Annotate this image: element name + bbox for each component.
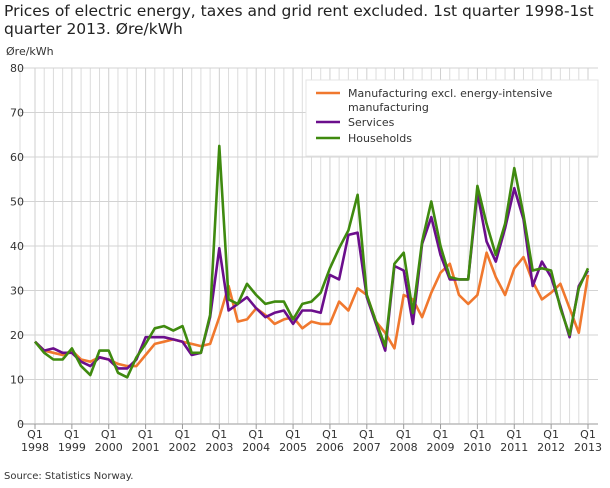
x-tick-label: Q1 2007 — [353, 428, 381, 454]
x-tick-label: Q1 2009 — [427, 428, 455, 454]
y-tick-label: 0 — [17, 418, 24, 431]
y-tick-label: 30 — [10, 285, 24, 298]
x-tick-label: Q1 2000 — [95, 428, 123, 454]
legend-label: Households — [348, 132, 412, 145]
y-tick-label: 80 — [10, 62, 24, 75]
series-line-households — [33, 144, 590, 379]
y-tick-label: 40 — [10, 240, 24, 253]
y-tick-label: 20 — [10, 329, 24, 342]
x-tick-label: Q1 2001 — [132, 428, 160, 454]
x-tick-label: Q1 2013 — [574, 428, 602, 454]
y-tick-label: 10 — [10, 374, 24, 387]
x-tick-label: Q1 2010 — [463, 428, 491, 454]
x-tick-label: Q1 1998 — [21, 428, 49, 454]
x-tick-label: Q1 2011 — [500, 428, 528, 454]
source-note: Source: Statistics Norway. — [4, 471, 134, 482]
y-tick-label: 70 — [10, 107, 24, 120]
x-tick-label: Q1 2012 — [537, 428, 565, 454]
x-tick-label: Q1 2002 — [168, 428, 196, 454]
legend-label: Manufacturing excl. energy-intensive manu… — [348, 87, 553, 114]
x-tick-label: Q1 2006 — [316, 428, 344, 454]
x-tick-label: Q1 2004 — [242, 428, 270, 454]
x-tick-label: Q1 2008 — [390, 428, 418, 454]
y-tick-label: 50 — [10, 196, 24, 209]
y-tick-label: 60 — [10, 151, 24, 164]
series-line-services — [34, 186, 590, 370]
chart-title: Prices of electric energy, taxes and gri… — [4, 2, 594, 38]
x-tick-label: Q1 1999 — [58, 428, 86, 454]
x-tick-label: Q1 2005 — [279, 428, 307, 454]
legend-box — [305, 79, 599, 157]
y-axis-label: Øre/kWh — [6, 45, 54, 58]
x-tick-label: Q1 2003 — [205, 428, 233, 454]
legend-label: Services — [348, 116, 395, 129]
series-line-manufacturing — [34, 251, 590, 368]
